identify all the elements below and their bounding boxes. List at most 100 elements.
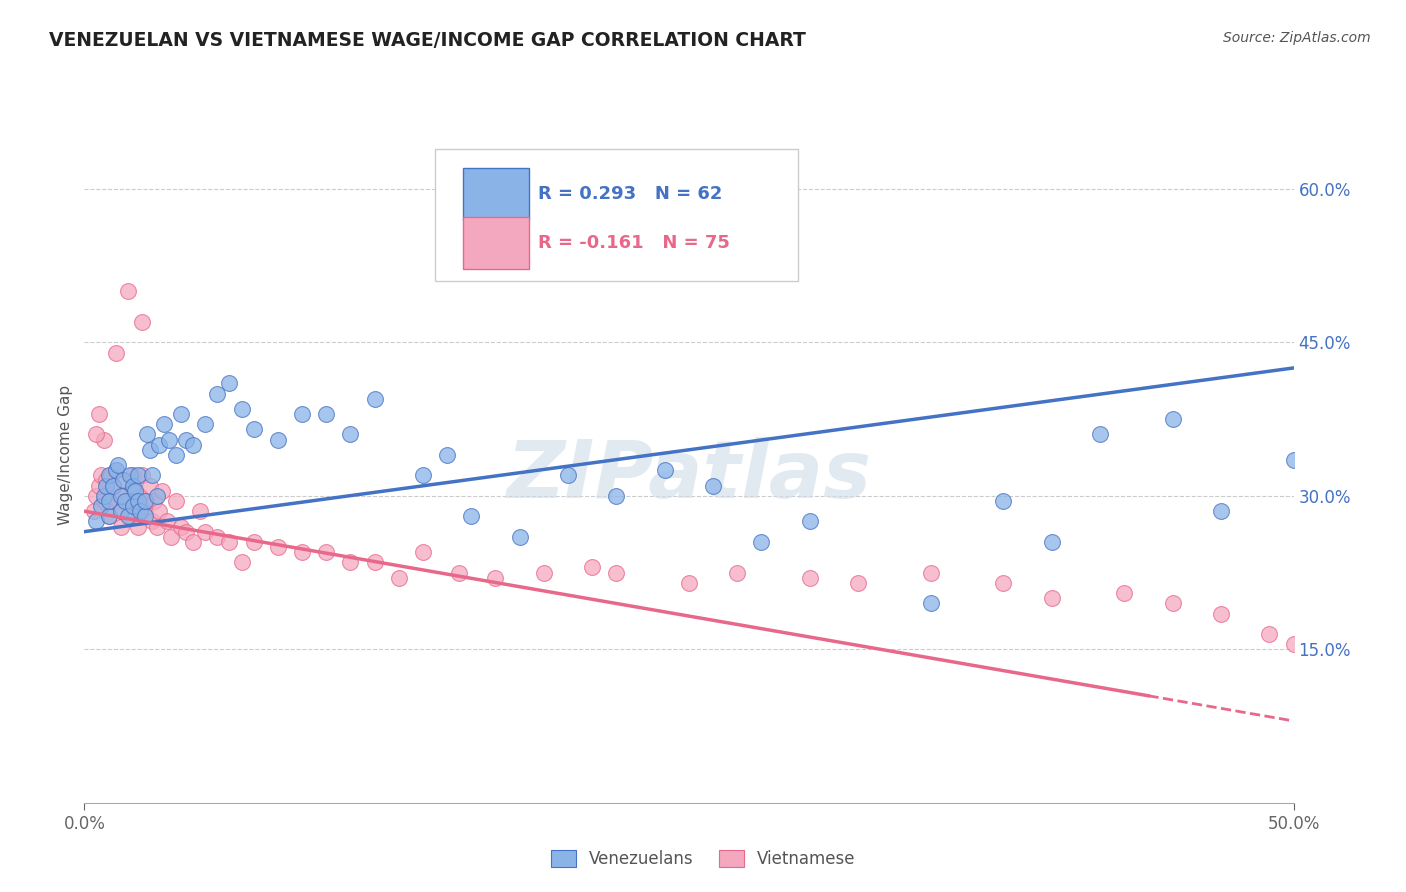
Point <box>702 478 724 492</box>
Point <box>993 494 1015 508</box>
Point <box>436 448 458 462</box>
Point <box>148 504 170 518</box>
Y-axis label: Wage/Income Gap: Wage/Income Gap <box>58 384 73 525</box>
Point <box>509 530 531 544</box>
Point <box>134 504 156 518</box>
Point <box>388 571 411 585</box>
Point <box>153 417 176 432</box>
Point <box>121 478 143 492</box>
Point <box>94 474 117 488</box>
Point <box>134 494 156 508</box>
Point <box>117 494 139 508</box>
Point <box>218 534 240 549</box>
Point <box>97 494 120 508</box>
Point <box>557 468 579 483</box>
Point <box>181 438 204 452</box>
Point <box>150 483 173 498</box>
Point <box>533 566 555 580</box>
Point <box>143 494 166 508</box>
Point <box>110 519 132 533</box>
Point <box>231 401 253 416</box>
Point <box>654 463 676 477</box>
Point <box>190 504 212 518</box>
Point <box>165 494 187 508</box>
Point <box>363 555 385 569</box>
Point <box>136 494 159 508</box>
Point <box>112 474 135 488</box>
Point <box>207 386 229 401</box>
Point <box>114 474 136 488</box>
Point <box>97 509 120 524</box>
Point <box>484 571 506 585</box>
Point <box>97 509 120 524</box>
Point <box>120 468 142 483</box>
Point <box>605 489 627 503</box>
Point <box>1161 412 1184 426</box>
Point <box>165 448 187 462</box>
Text: R = -0.161   N = 75: R = -0.161 N = 75 <box>538 234 730 252</box>
Point <box>110 489 132 503</box>
Point <box>114 494 136 508</box>
Point <box>97 494 120 508</box>
Point <box>86 489 108 503</box>
Point <box>1040 591 1063 606</box>
Point <box>291 545 314 559</box>
Point <box>412 468 434 483</box>
Point <box>267 433 290 447</box>
Point <box>103 478 125 492</box>
Point <box>110 504 132 518</box>
Point <box>174 433 197 447</box>
Point <box>315 545 337 559</box>
Point <box>174 524 197 539</box>
Point <box>107 458 129 472</box>
Point <box>751 534 773 549</box>
FancyBboxPatch shape <box>463 169 529 220</box>
Point <box>93 433 115 447</box>
Point <box>725 566 748 580</box>
Point <box>146 519 169 533</box>
Point <box>129 489 152 503</box>
FancyBboxPatch shape <box>463 217 529 269</box>
Point <box>138 478 160 492</box>
Point <box>129 504 152 518</box>
Point <box>315 407 337 421</box>
Point <box>846 575 869 590</box>
Point <box>799 515 821 529</box>
Point <box>110 504 132 518</box>
Point <box>136 427 159 442</box>
Point <box>127 504 149 518</box>
Point <box>131 315 153 329</box>
Point <box>117 284 139 298</box>
Point <box>148 438 170 452</box>
Legend: Venezuelans, Vietnamese: Venezuelans, Vietnamese <box>544 843 862 875</box>
Point <box>83 504 105 518</box>
Point <box>117 509 139 524</box>
Point <box>181 534 204 549</box>
Point <box>104 345 127 359</box>
Point <box>138 442 160 457</box>
Point <box>993 575 1015 590</box>
Point <box>194 417 217 432</box>
Point <box>146 489 169 503</box>
Point <box>581 560 603 574</box>
Point <box>127 494 149 508</box>
Point <box>103 478 125 492</box>
Point <box>1282 453 1305 467</box>
Point <box>93 494 115 508</box>
Point <box>124 494 146 508</box>
Point <box>799 571 821 585</box>
Point <box>170 519 193 533</box>
Point <box>155 515 177 529</box>
Point <box>291 407 314 421</box>
Text: R = 0.293   N = 62: R = 0.293 N = 62 <box>538 185 723 203</box>
Point <box>207 530 229 544</box>
Text: ZIPatlas: ZIPatlas <box>506 437 872 515</box>
Point <box>93 489 115 503</box>
Point <box>242 422 264 436</box>
Point <box>121 483 143 498</box>
Text: Source: ZipAtlas.com: Source: ZipAtlas.com <box>1223 31 1371 45</box>
Point <box>121 499 143 513</box>
Point <box>267 540 290 554</box>
Point <box>86 515 108 529</box>
Point <box>120 509 142 524</box>
